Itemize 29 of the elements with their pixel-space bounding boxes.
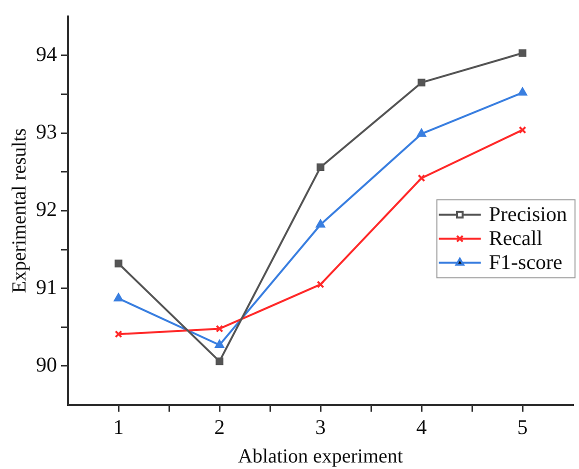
- y-tick-label: 93: [36, 120, 57, 144]
- y-tick-label: 90: [36, 352, 57, 376]
- legend-label: Precision: [488, 202, 568, 226]
- point: [114, 260, 122, 268]
- point: [114, 293, 123, 302]
- point: [518, 126, 526, 134]
- x-axis-title: Ablation experiment: [238, 445, 404, 468]
- y-axis-title: Experimental results: [8, 128, 30, 294]
- point: [316, 220, 325, 228]
- y-tick-label: 91: [36, 274, 57, 299]
- point: [418, 174, 426, 182]
- x-tick-label: 1: [113, 414, 124, 439]
- point: [216, 324, 224, 333]
- point: [417, 128, 426, 137]
- point: [316, 163, 324, 172]
- x-tick-label: 2: [214, 414, 225, 439]
- point: [518, 49, 526, 57]
- y-tick-label: 94: [36, 42, 58, 66]
- legend-label: Recall: [488, 226, 543, 250]
- x-tick-label: 4: [416, 414, 428, 439]
- point: [518, 88, 527, 96]
- y-tick-label: 92: [36, 197, 57, 222]
- x-tick-label: 5: [517, 414, 528, 439]
- point: [418, 78, 426, 86]
- x-tick-label: 3: [315, 414, 326, 439]
- legend-label: F1-score: [488, 250, 562, 274]
- point: [316, 280, 324, 288]
- point: [215, 340, 224, 348]
- point: [216, 357, 224, 366]
